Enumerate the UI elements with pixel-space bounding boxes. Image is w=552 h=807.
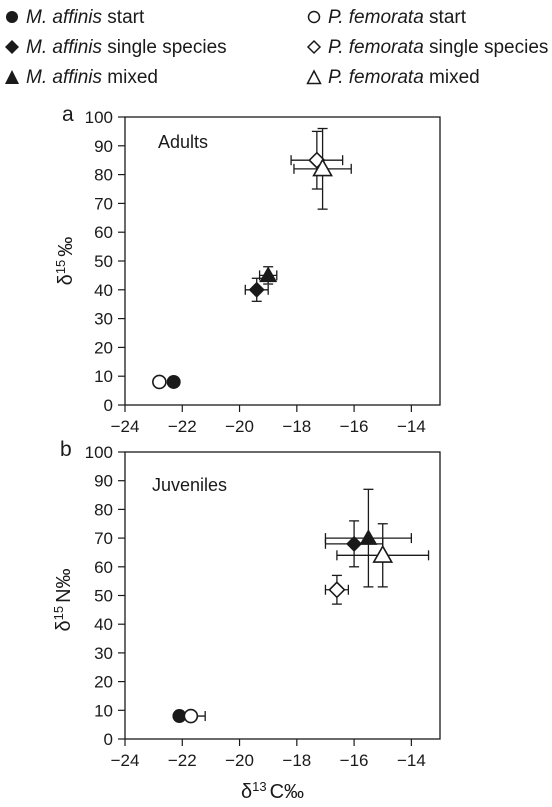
data-point-group xyxy=(324,574,350,605)
x-tick-label: −16 xyxy=(340,751,369,770)
panel-letter: b xyxy=(60,438,72,461)
y-tick-label: 40 xyxy=(94,281,113,300)
y-tick-label: 10 xyxy=(94,701,113,720)
legend-suffix: single species xyxy=(423,37,549,58)
data-point-circle xyxy=(166,374,181,389)
chart-legend: M. affinis start P. femorata start M. af… xyxy=(0,0,552,96)
data-point-group xyxy=(244,277,269,302)
y-tick-label: 90 xyxy=(94,137,113,156)
legend-species: P. femorata xyxy=(328,67,424,88)
y-tick-label: 60 xyxy=(94,558,113,577)
legend-suffix: start xyxy=(423,7,466,28)
x-tick-label: −16 xyxy=(340,417,369,436)
legend-species: P. femorata xyxy=(328,7,424,28)
x-tick-label: −20 xyxy=(225,751,254,770)
y-tick-label: 40 xyxy=(94,615,113,634)
data-point-group xyxy=(293,127,352,210)
y-tick-label: 0 xyxy=(104,730,113,749)
panel-title: Adults xyxy=(158,132,208,152)
data-point-triangle xyxy=(259,266,278,283)
legend-suffix: single species xyxy=(102,37,227,58)
y-tick-label: 20 xyxy=(94,338,113,357)
data-point-group xyxy=(166,374,181,389)
data-point-group xyxy=(152,374,167,390)
x-tick-label: −22 xyxy=(168,417,197,436)
data-point-group xyxy=(336,523,430,588)
y-tick-label: 80 xyxy=(94,166,113,185)
data-point-circle xyxy=(183,708,199,724)
y-tick-label: 60 xyxy=(94,223,113,242)
data-point-diamond xyxy=(328,581,346,599)
open-circle-marker-icon xyxy=(307,10,321,24)
data-point-group xyxy=(258,266,278,285)
plot-frame xyxy=(124,116,441,406)
panel-title: Juveniles xyxy=(152,475,227,495)
legend-species: M. affinis xyxy=(26,37,103,58)
y-tick-label: 10 xyxy=(94,367,113,386)
x-tick-label: −20 xyxy=(225,417,254,436)
x-tick-label: −18 xyxy=(282,417,311,436)
filled-triangle-marker-icon xyxy=(5,70,19,84)
y-tick-label: 30 xyxy=(94,644,113,663)
legend-species: M. affinis xyxy=(26,67,103,88)
legend-suffix: start xyxy=(102,7,145,28)
legend-suffix: mixed xyxy=(102,67,158,88)
y-tick-label: 70 xyxy=(94,529,113,548)
legend-suffix: mixed xyxy=(423,67,480,88)
data-point-diamond xyxy=(346,535,363,552)
x-tick-label: −22 xyxy=(168,751,197,770)
y-tick-label: 50 xyxy=(94,587,113,606)
y-tick-label: 100 xyxy=(85,443,113,462)
data-point-group xyxy=(175,708,206,724)
data-point-diamond xyxy=(248,281,265,298)
y-tick-label: 70 xyxy=(94,194,113,213)
data-point-group xyxy=(290,130,344,190)
open-diamond-marker-icon xyxy=(306,39,322,55)
x-tick-label: −14 xyxy=(397,751,426,770)
legend-species: M. affinis xyxy=(26,7,103,28)
x-tick-label: −24 xyxy=(111,417,140,436)
x-tick-label: −24 xyxy=(111,751,140,770)
data-point-group xyxy=(324,488,413,588)
panel-letter: a xyxy=(62,103,74,126)
chart-panel-a: 0 10 20 30 40 50 60 70 80 90 100 −24 −22 −20 −18 −16 −14… xyxy=(53,103,441,436)
data-point-triangle xyxy=(312,158,333,177)
y-tick-label: 80 xyxy=(94,500,113,519)
y-axis-label: δ15‰ xyxy=(53,237,78,286)
x-axis-label: δ13 C‰ xyxy=(241,779,304,804)
data-point-circle xyxy=(152,374,167,390)
data-point-triangle xyxy=(359,529,378,545)
y-tick-label: 0 xyxy=(104,396,113,415)
y-axis-label: δ15N‰ xyxy=(51,568,76,631)
y-tick-label: 20 xyxy=(94,673,113,692)
y-tick-label: 100 xyxy=(85,108,113,127)
open-triangle-marker-icon xyxy=(306,69,322,85)
plot-frame xyxy=(124,451,441,740)
y-tick-label: 50 xyxy=(94,252,113,271)
x-tick-label: −14 xyxy=(397,417,426,436)
chart-panel-b: 0 10 20 30 40 50 60 70 80 90 100 −24 −22 −20 −18 −16 −14… xyxy=(51,438,441,803)
y-tick-label: 30 xyxy=(94,310,113,329)
filled-circle-marker-icon xyxy=(6,11,18,23)
y-tick-label: 90 xyxy=(94,472,113,491)
filled-diamond-marker-icon xyxy=(5,40,19,54)
legend-species: P. femorata xyxy=(328,37,424,58)
x-tick-label: −18 xyxy=(282,751,311,770)
data-point-triangle xyxy=(372,544,394,563)
